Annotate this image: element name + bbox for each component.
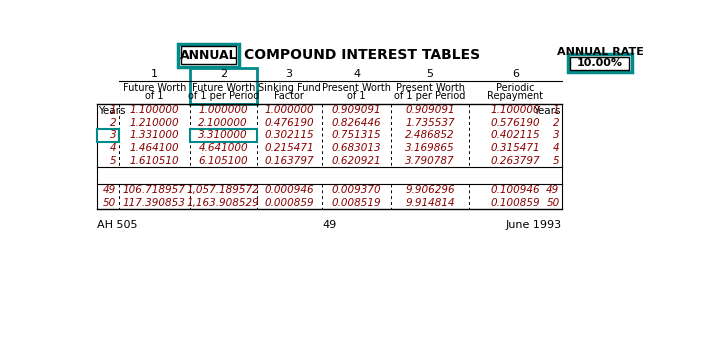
Text: 6: 6: [512, 69, 519, 79]
Text: 0.008519: 0.008519: [332, 198, 381, 208]
Text: 2: 2: [553, 118, 560, 128]
Text: Factor: Factor: [274, 91, 304, 101]
Text: Years: Years: [533, 106, 560, 116]
Text: 0.000946: 0.000946: [265, 185, 314, 195]
Bar: [570, 57, 630, 70]
Text: 9.906296: 9.906296: [405, 185, 455, 195]
Text: 0.215471: 0.215471: [265, 143, 314, 153]
Text: 0.302115: 0.302115: [265, 130, 314, 140]
Text: 0.576190: 0.576190: [491, 118, 540, 128]
Text: 1.100000: 1.100000: [130, 105, 179, 115]
Text: ANNUAL: ANNUAL: [180, 49, 237, 62]
Text: 3.790787: 3.790787: [405, 156, 455, 166]
Text: 1: 1: [150, 69, 158, 79]
Text: 0.909091: 0.909091: [332, 105, 381, 115]
Text: 5: 5: [426, 69, 434, 79]
Text: 1.464100: 1.464100: [130, 143, 179, 153]
Text: 4: 4: [353, 69, 360, 79]
Text: COMPOUND INTEREST TABLES: COMPOUND INTEREST TABLES: [244, 48, 481, 62]
Text: 0.315471: 0.315471: [491, 143, 540, 153]
Text: 0.751315: 0.751315: [332, 130, 381, 140]
Text: June 1993: June 1993: [506, 220, 562, 230]
Text: ANNUAL RATE: ANNUAL RATE: [557, 48, 644, 57]
Text: 2.100000: 2.100000: [198, 118, 248, 128]
Bar: [180, 46, 237, 64]
Text: Future Worth: Future Worth: [192, 83, 255, 93]
Text: 10.00%: 10.00%: [577, 58, 623, 68]
Text: 1,163.908529: 1,163.908529: [187, 198, 260, 208]
Text: 4: 4: [110, 143, 116, 153]
Text: 49: 49: [103, 185, 116, 195]
Text: 49: 49: [322, 220, 337, 230]
Text: 3: 3: [553, 130, 560, 140]
Text: 3: 3: [286, 69, 292, 79]
Text: 49: 49: [546, 185, 560, 195]
Text: 0.402115: 0.402115: [491, 130, 540, 140]
Text: 50: 50: [103, 198, 116, 208]
Bar: [568, 54, 632, 72]
Text: 1: 1: [553, 105, 560, 115]
Text: 117.390853: 117.390853: [123, 198, 185, 208]
Text: 3.169865: 3.169865: [405, 143, 455, 153]
Text: 0.000859: 0.000859: [265, 198, 314, 208]
Text: 2: 2: [220, 69, 227, 79]
Text: 1.210000: 1.210000: [130, 118, 179, 128]
Text: 3: 3: [110, 130, 116, 140]
Bar: [97, 129, 118, 142]
Text: 1.331000: 1.331000: [130, 130, 179, 140]
Text: 1.735537: 1.735537: [405, 118, 455, 128]
Text: 106.718957: 106.718957: [123, 185, 185, 195]
Text: 0.100946: 0.100946: [491, 185, 540, 195]
Bar: [190, 129, 257, 142]
Text: 2: 2: [110, 118, 116, 128]
Text: 5: 5: [553, 156, 560, 166]
Text: 1.000000: 1.000000: [198, 105, 248, 115]
Text: 50: 50: [546, 198, 560, 208]
Text: Present Worth: Present Worth: [396, 83, 465, 93]
Text: 0.909091: 0.909091: [405, 105, 455, 115]
Text: 4.641000: 4.641000: [198, 143, 248, 153]
Text: Years: Years: [98, 106, 126, 116]
Text: 6.105100: 6.105100: [198, 156, 248, 166]
Text: Present Worth: Present Worth: [322, 83, 391, 93]
Text: 0.476190: 0.476190: [265, 118, 314, 128]
Text: 1.100000: 1.100000: [491, 105, 540, 115]
Text: 4: 4: [553, 143, 560, 153]
Bar: [190, 68, 257, 103]
Text: of 1: of 1: [145, 91, 163, 101]
Text: 0.620921: 0.620921: [332, 156, 381, 166]
Text: 1.610510: 1.610510: [130, 156, 179, 166]
Text: Sinking Fund: Sinking Fund: [257, 83, 320, 93]
Text: 1,057.189572: 1,057.189572: [187, 185, 260, 195]
Text: Future Worth: Future Worth: [123, 83, 186, 93]
Text: Repayment: Repayment: [487, 91, 543, 101]
Text: 0.263797: 0.263797: [491, 156, 540, 166]
Text: 2.486852: 2.486852: [405, 130, 455, 140]
Text: of 1 per Period: of 1 per Period: [394, 91, 466, 101]
Text: AH 505: AH 505: [97, 220, 138, 230]
Text: 0.826446: 0.826446: [332, 118, 381, 128]
Text: of 1: of 1: [347, 91, 366, 101]
Text: 0.683013: 0.683013: [332, 143, 381, 153]
Text: 9.914814: 9.914814: [405, 198, 455, 208]
Text: 1: 1: [110, 105, 116, 115]
Text: Periodic: Periodic: [496, 83, 535, 93]
Text: of 1 per Period: of 1 per Period: [188, 91, 259, 101]
Bar: [178, 43, 239, 67]
Text: 0.163797: 0.163797: [265, 156, 314, 166]
Text: 5: 5: [110, 156, 116, 166]
Text: 0.009370: 0.009370: [332, 185, 381, 195]
Text: 3.310000: 3.310000: [198, 130, 248, 140]
Text: 0.100859: 0.100859: [491, 198, 540, 208]
Text: 1.000000: 1.000000: [265, 105, 314, 115]
